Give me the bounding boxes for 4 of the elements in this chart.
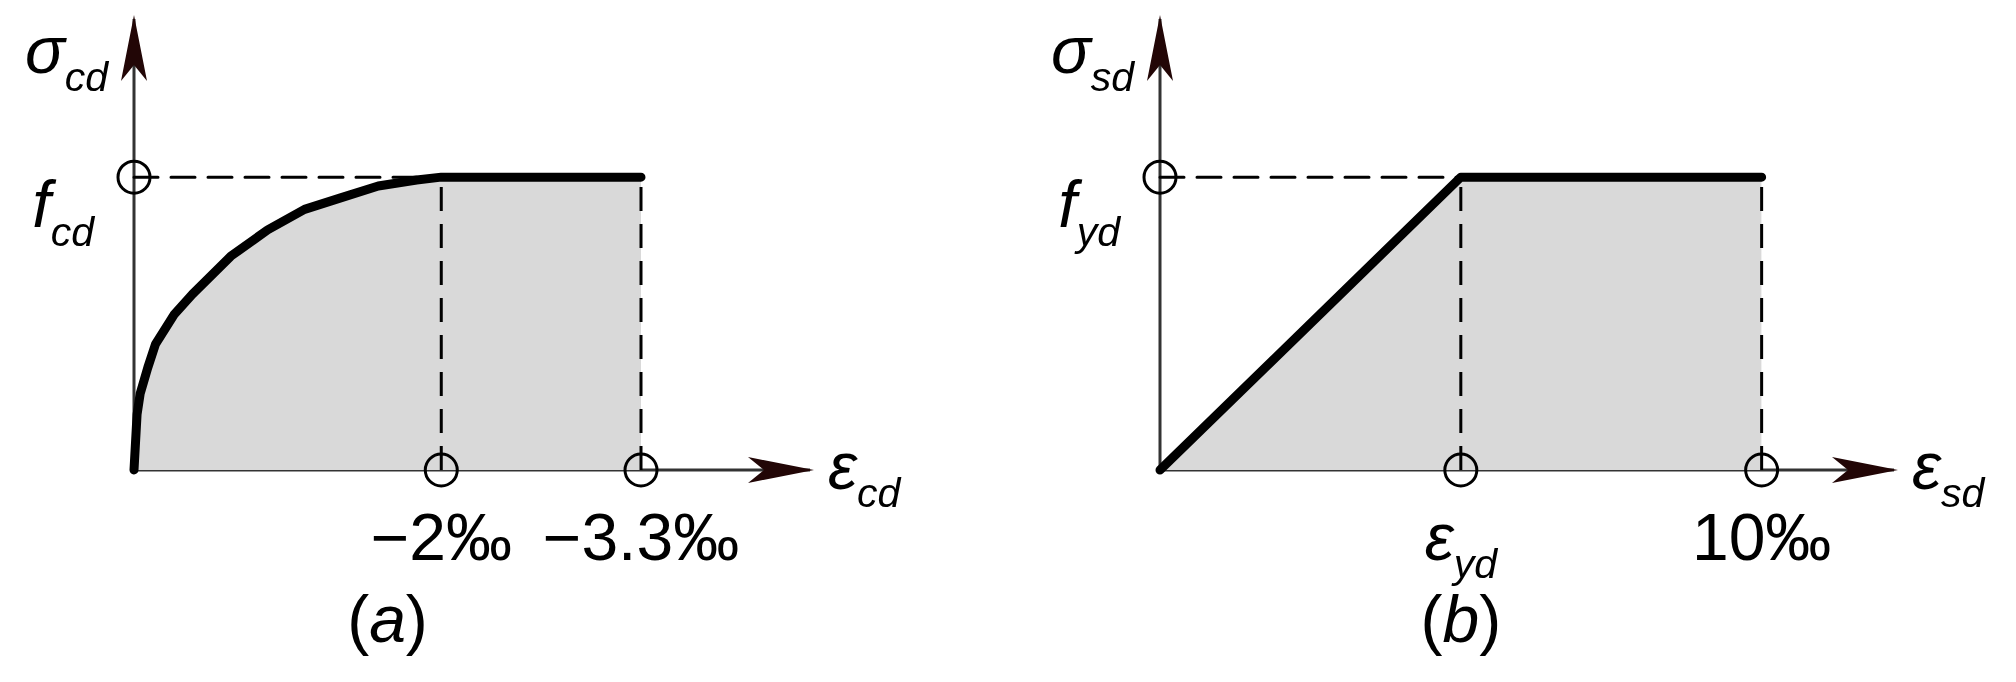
text: (a) [347, 582, 428, 656]
x-tick-label: −3.3‰ [542, 500, 740, 574]
x-tick-label: −2‰ [370, 500, 512, 574]
x-tick-label: 10‰ [1691, 500, 1832, 574]
